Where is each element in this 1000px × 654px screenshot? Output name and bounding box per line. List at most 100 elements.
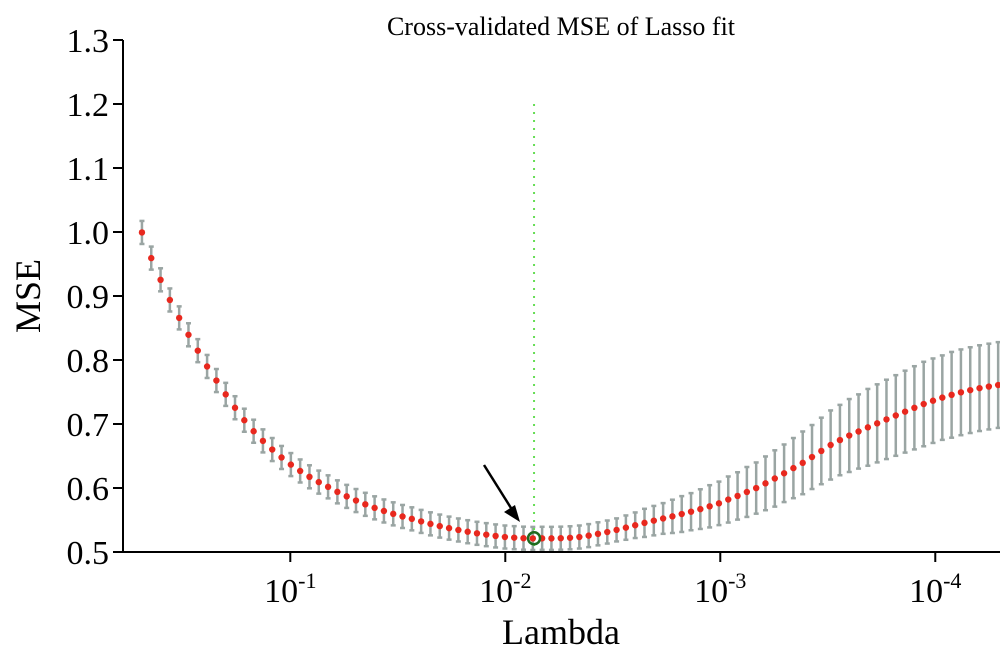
mse-point	[278, 454, 285, 461]
mse-point	[511, 534, 518, 541]
mse-point	[436, 522, 443, 530]
mse-point	[790, 464, 797, 472]
mse-point	[445, 524, 453, 532]
mse-point	[576, 533, 583, 541]
mse-point	[231, 404, 239, 411]
mse-point	[566, 534, 574, 541]
mse-point	[631, 522, 639, 529]
mse-point	[706, 503, 713, 510]
mse-point	[390, 510, 397, 518]
mse-point	[138, 229, 146, 236]
mse-point	[492, 532, 499, 540]
mse-point	[287, 461, 295, 468]
mse-point	[818, 447, 825, 455]
mse-point	[771, 475, 778, 482]
mse-point	[799, 459, 806, 467]
mse-point	[315, 478, 322, 486]
x-tick-label: 10-2	[479, 568, 531, 610]
mse-point	[901, 408, 909, 415]
y-axis-label: MSE	[8, 259, 48, 333]
mse-point	[678, 510, 685, 518]
mse-point	[473, 530, 481, 537]
mse-point	[687, 508, 695, 515]
mse-point	[362, 501, 369, 508]
x-ticks: 10-1 10-2 10-3 10-4	[264, 552, 961, 610]
mse-point	[529, 535, 537, 542]
mse-point	[166, 296, 174, 304]
min-arrow-head	[504, 505, 520, 522]
mse-point	[241, 417, 248, 424]
y-tick-label: 1.1	[67, 151, 110, 188]
mse-point	[417, 518, 425, 525]
axes: 0.5 0.6 0.7 0.8 0.9 1.0 1.1 1.2 1.3 10-1 10-2 10-3…	[67, 23, 1000, 610]
min-mse-marker	[526, 531, 542, 546]
mse-point	[827, 441, 834, 449]
mse-point	[846, 432, 853, 439]
mse-point	[520, 534, 527, 542]
mse-point	[324, 483, 332, 491]
mse-point	[408, 515, 416, 523]
y-tick-label: 0.9	[67, 279, 110, 316]
mse-point	[371, 504, 378, 512]
mse-point	[399, 513, 406, 520]
mse-point	[604, 528, 611, 536]
mse-point	[213, 377, 220, 384]
mse-point	[976, 384, 983, 392]
mse-point	[669, 513, 676, 520]
error-bars	[139, 219, 1000, 552]
mse-point	[548, 535, 555, 542]
x-tick-label: 10-4	[909, 568, 961, 610]
mse-point	[259, 437, 267, 445]
mse-point	[734, 492, 741, 500]
mse-point	[483, 531, 490, 538]
min-arrow	[482, 464, 520, 522]
y-tick-label: 1.3	[67, 23, 110, 60]
mse-point	[650, 517, 658, 524]
mse-point	[464, 528, 471, 535]
mse-point	[752, 484, 760, 492]
mse-point	[185, 331, 192, 338]
mse-point	[194, 347, 201, 354]
mse-point	[269, 446, 276, 453]
mse-point	[929, 397, 937, 404]
mse-point	[808, 453, 816, 461]
mse-point	[873, 420, 881, 427]
mse-point	[557, 534, 564, 542]
y-ticks: 0.5 0.6 0.7 0.8 0.9 1.0 1.1 1.2 1.3	[67, 23, 123, 572]
mse-point	[306, 473, 313, 480]
mse-point	[203, 363, 211, 370]
mse-point	[175, 314, 183, 322]
mse-point	[985, 383, 993, 390]
mse-point	[725, 496, 732, 503]
mse-point	[715, 500, 723, 507]
mse-point	[920, 400, 927, 408]
mse-point	[780, 470, 788, 477]
mse-point	[892, 412, 899, 419]
mse-point	[939, 394, 946, 401]
mse-point	[855, 428, 862, 435]
mse-point	[957, 389, 965, 396]
mse-point	[743, 488, 751, 496]
mse-point	[622, 524, 630, 531]
mse-point	[455, 526, 462, 534]
mse-point	[222, 391, 229, 398]
y-tick-label: 1.0	[67, 215, 110, 252]
x-tick-label: 10-1	[264, 568, 316, 610]
x-tick-label: 10-3	[694, 568, 746, 610]
mse-point	[948, 391, 955, 399]
mse-point	[836, 436, 844, 444]
mse-point	[343, 493, 350, 500]
mse-point	[380, 507, 388, 515]
mse-point	[994, 381, 1000, 389]
mse-point	[594, 530, 602, 538]
mse-point	[157, 276, 164, 284]
y-tick-label: 0.6	[67, 471, 110, 508]
mse-point	[967, 386, 974, 394]
mse-point	[501, 533, 509, 541]
mse-point	[864, 424, 872, 431]
x-axis-label: Lambda	[502, 612, 620, 652]
mse-point	[911, 404, 918, 412]
mse-point	[427, 520, 434, 528]
mse-point	[883, 416, 890, 423]
mse-point	[613, 526, 620, 534]
